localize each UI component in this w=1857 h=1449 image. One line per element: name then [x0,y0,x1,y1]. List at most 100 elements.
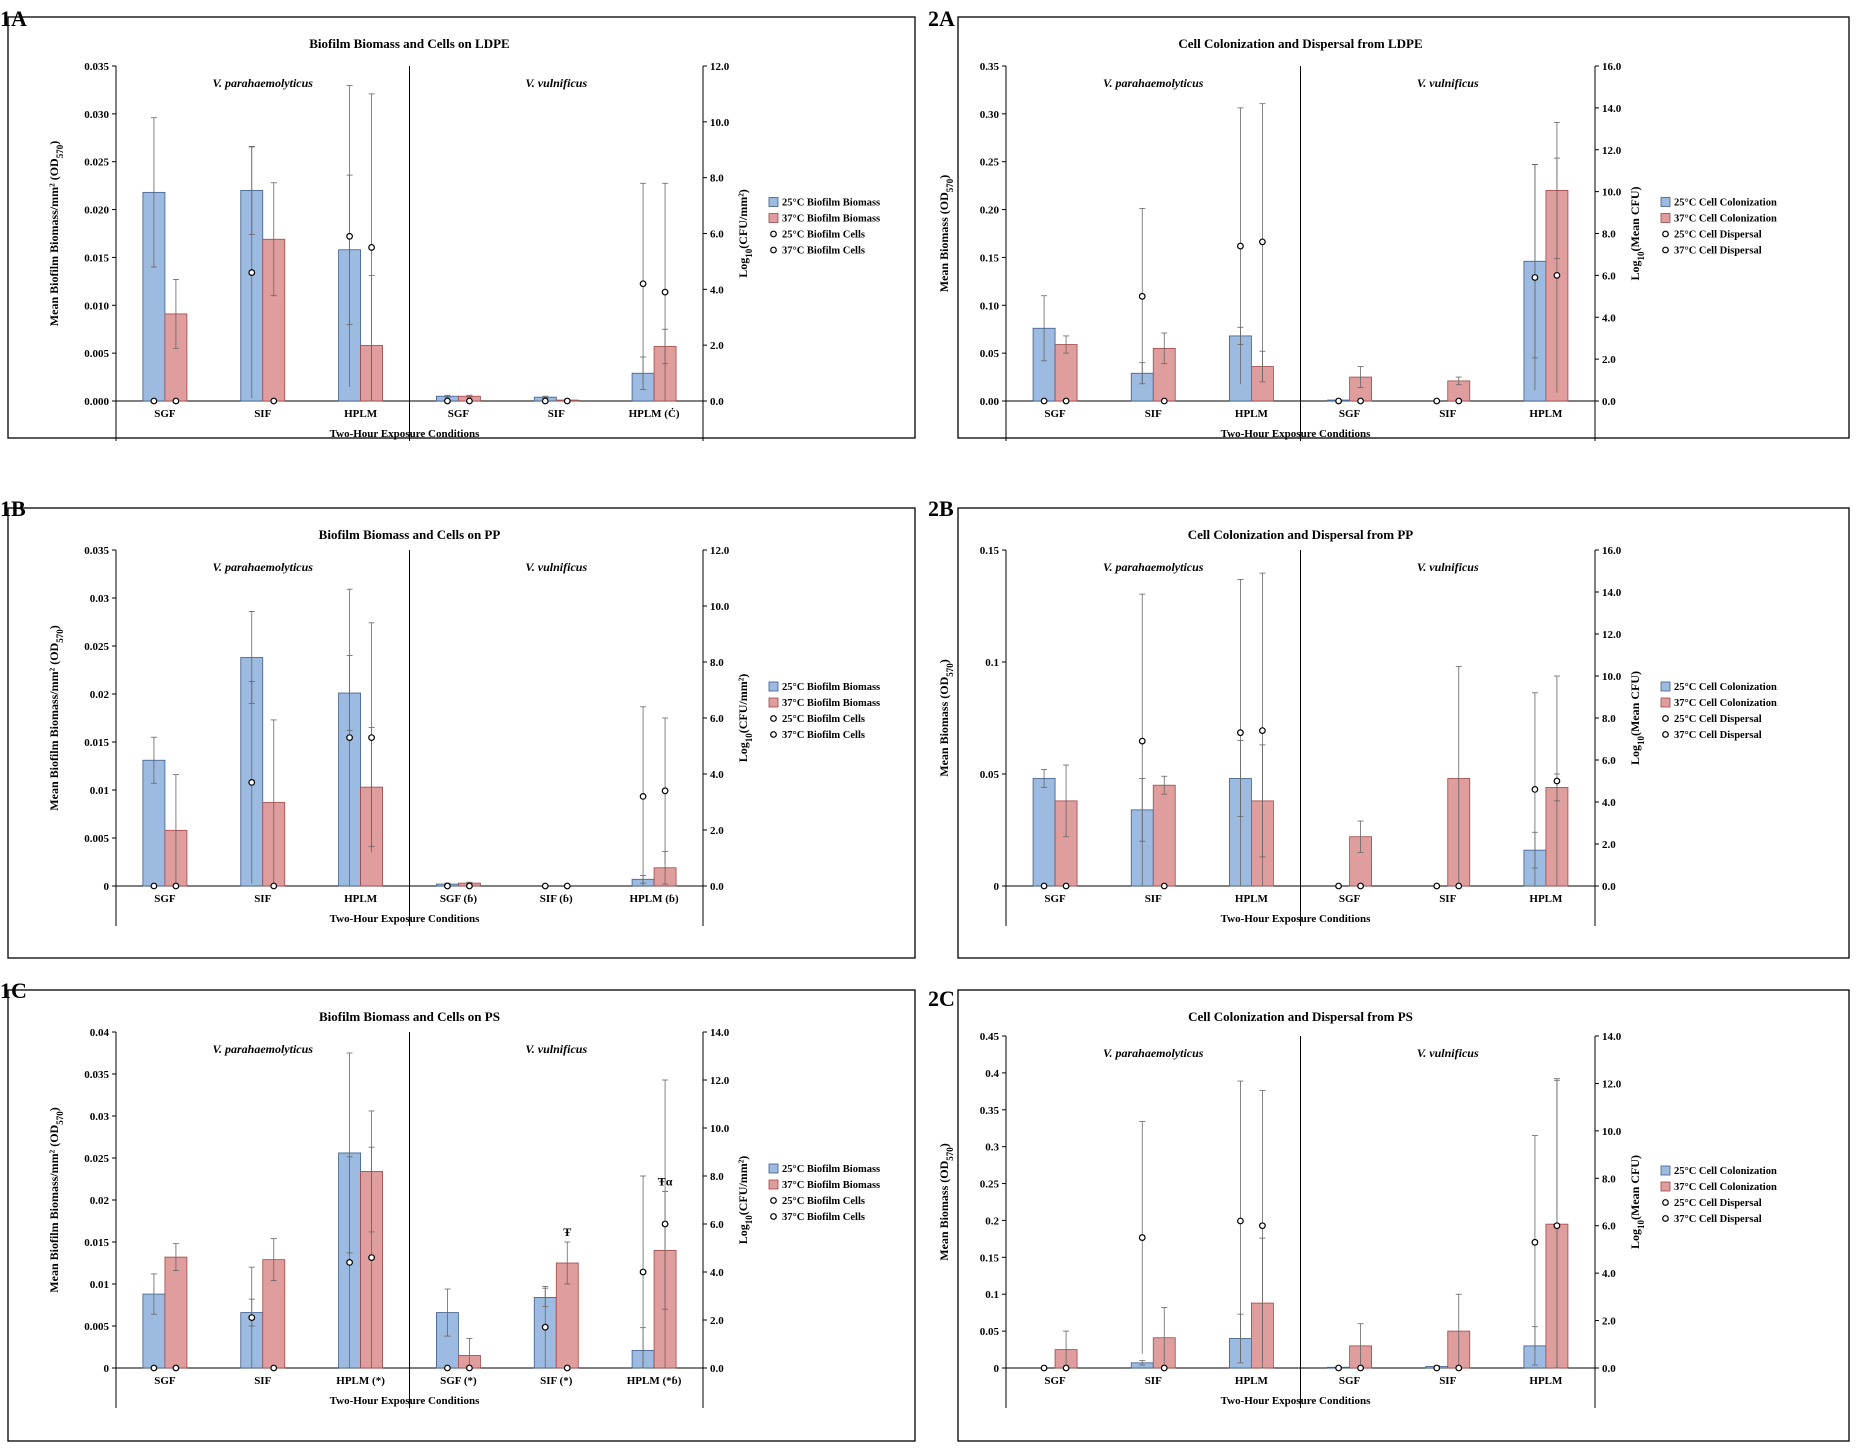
panel-2a: 2A Cell Colonization and Dispersal from L… [928,6,1850,441]
y-tick-label: 0.025 [84,157,109,169]
cells-37c-marker [368,1254,375,1261]
cells-37c-marker [270,882,278,890]
y2-tick-label: 4.0 [710,769,724,781]
y2-tick-label: 14.0 [710,1027,730,1039]
y-tick-label: 0.015 [84,252,109,264]
panel-label: 2B [928,496,954,521]
x-tick-label: HPLM [1235,893,1269,905]
y-axis-title: Mean Biofilm Biomass/mm² (OD570) [47,625,65,810]
legend-marker-25c [770,715,777,722]
cells-37c-marker [1455,1364,1463,1372]
cells-37c-marker [1553,1222,1561,1230]
y2-tick-label: 6.0 [710,229,724,241]
cells-25c-marker [1531,786,1539,793]
y2-tick-label: 0.0 [710,1363,724,1375]
cells-37c-marker [1259,727,1266,734]
panel-label: 2C [928,986,955,1011]
legend-swatch-37c [1660,213,1671,223]
legend-entry: 37°C Biofilm Biomass [782,1180,880,1191]
x-tick-label: SGF [154,1375,176,1387]
legend-swatch-37c [1660,1181,1671,1192]
y2-tick-label: 10.0 [710,1123,730,1135]
chart-title: Biofilm Biomass and Cells on PP [319,527,501,542]
x-tick-label: HPLM [1529,1375,1563,1387]
legend-marker-37c [770,246,777,254]
cells-37c-marker [1062,397,1070,405]
legend-marker-25c [1662,715,1669,722]
legend-swatch-25c [768,1163,779,1174]
y-tick-label: 0.000 [84,396,109,408]
panel-label: 2A [928,6,955,31]
y2-tick-label: 10.0 [1602,1126,1622,1138]
cells-25c-marker [541,882,549,890]
x-tick-label: SGF [1044,1375,1066,1387]
cells-25c-marker [1040,882,1048,890]
cells-25c-marker [639,1268,647,1276]
x-tick-label: SGF (ɓ) [440,893,478,905]
y2-tick-label: 8.0 [710,657,724,669]
x-tick-label: SIF [1145,1375,1162,1387]
y2-tick-label: 0.0 [1602,396,1616,408]
legend-swatch-37c [768,1179,779,1190]
legend-entry: 25°C Cell Colonization [1674,682,1777,693]
y-tick-label: 0.1 [985,657,999,669]
x-tick-label: HPLM (Ċ) [629,408,680,420]
y-tick-label: 0.1 [985,1289,999,1301]
y-axis-title: Mean Biomass (OD570) [937,175,955,293]
cells-37c-marker [172,397,180,405]
chart-title: Cell Colonization and Dispersal from PS [1188,1009,1413,1024]
legend-swatch-37c [768,213,779,223]
cells-25c-marker [346,232,353,240]
x-tick-label: SIF [1439,408,1456,420]
legend-entry: 37°C Cell Dispersal [1674,246,1762,257]
cells-37c-marker [661,288,669,296]
y-tick-label: 0.03 [90,593,110,605]
y2-tick-label: 14.0 [1602,1031,1622,1043]
panel-frame [7,989,916,1442]
x-tick-label: HPLM (*ɓ) [627,1375,682,1387]
y-tick-label: 0.20 [980,205,1000,217]
cells-37c-marker [1259,238,1266,246]
y-tick-label: 0.15 [980,252,1000,264]
cells-25c-marker [1433,397,1441,405]
cells-25c-marker [1138,1234,1146,1241]
cells-25c-marker [1531,1238,1539,1246]
legend-entry: 25°C Biofilm Biomass [782,682,880,693]
cells-37c-marker [1160,397,1168,405]
y2-axis-title: Log10(Mean CFU) [1628,1155,1646,1249]
x-tick-label: HPLM [1529,408,1563,420]
y-tick-label: 0.01 [90,785,109,797]
cells-25c-marker [248,779,256,786]
cells-25c-marker [150,397,158,405]
cells-25c-marker [1433,1364,1441,1372]
legend-swatch-25c [1660,681,1671,692]
cells-37c-marker [466,397,473,405]
y2-tick-label: 0.0 [1602,881,1616,893]
x-tick-label: SIF [1145,893,1162,905]
x-tick-label: HPLM (*) [336,1375,385,1387]
legend-swatch-25c [768,197,779,207]
x-tick-label: SIF [548,408,565,420]
y2-tick-label: 2.0 [710,340,724,352]
legend-entry: 25°C Cell Colonization [1674,1166,1777,1177]
x-axis-title: Two-Hour Exposure Conditions [330,913,480,925]
x-axis-title: Two-Hour Exposure Conditions [1221,913,1371,925]
y2-tick-label: 12.0 [1602,629,1622,641]
cells-25c-marker [346,1258,353,1266]
legend-marker-25c [770,1197,777,1204]
y2-tick-label: 0.0 [710,881,724,893]
legend-entry: 25°C Biofilm Cells [782,230,865,241]
x-tick-label: SGF (*) [440,1375,477,1387]
cells-37c-marker [270,397,278,405]
x-tick-label: SGF [1044,893,1066,905]
cells-25c-marker [1040,397,1048,405]
cells-37c-marker [368,734,375,741]
cells-25c-marker [346,734,353,741]
cells-37c-marker [466,882,473,890]
y2-tick-label: 6.0 [1602,755,1616,767]
y2-tick-label: 4.0 [1602,797,1616,809]
y-tick-label: 0.25 [980,1179,1000,1191]
cells-25c-marker [444,882,451,890]
cells-25c-marker [248,1314,256,1321]
